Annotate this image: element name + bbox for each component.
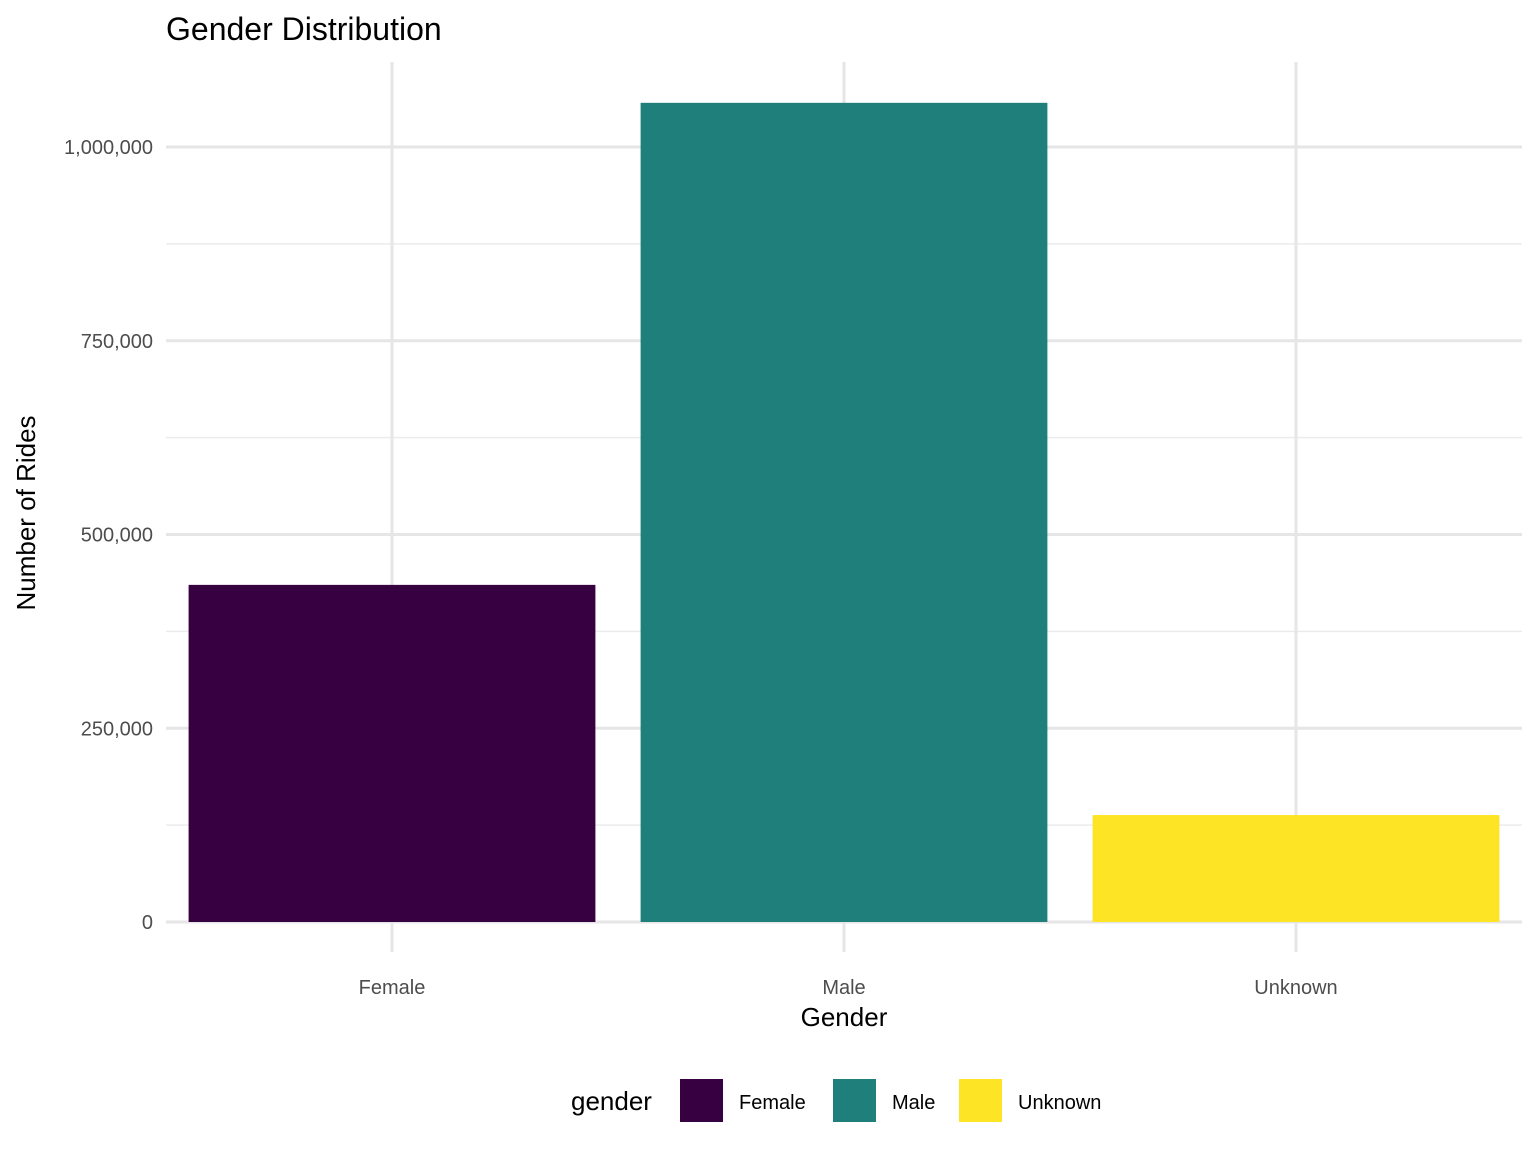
- legend-key-unknown: [959, 1079, 1002, 1122]
- y-tick-label: 0: [142, 912, 153, 934]
- y-tick-label: 750,000: [81, 331, 153, 353]
- x-axis-ticks: Female Male Unknown: [359, 977, 1338, 999]
- chart-title: Gender Distribution: [166, 11, 442, 47]
- bars: [188, 102, 1500, 922]
- x-tick-label: Male: [822, 977, 865, 999]
- legend-key-female: [680, 1079, 723, 1122]
- x-tick-label: Female: [359, 977, 426, 999]
- x-tick-label: Unknown: [1254, 977, 1337, 999]
- bar-unknown: [1092, 815, 1500, 922]
- bar-female: [188, 584, 596, 922]
- legend-title: gender: [571, 1086, 652, 1116]
- y-axis-label: Number of Rides: [11, 415, 41, 610]
- y-axis-ticks: 0 250,000 500,000 750,000 1,000,000: [64, 137, 153, 934]
- y-tick-label: 500,000: [81, 525, 153, 547]
- legend-key-male: [833, 1079, 876, 1122]
- legend-label: Unknown: [1018, 1092, 1101, 1114]
- legend-label: Male: [892, 1092, 935, 1114]
- y-tick-label: 250,000: [81, 718, 153, 740]
- y-tick-label: 1,000,000: [64, 137, 153, 159]
- legend: gender Female Male Unknown: [571, 1079, 1101, 1122]
- x-axis-label: Gender: [801, 1002, 888, 1032]
- bar-male: [640, 102, 1048, 922]
- legend-label: Female: [739, 1092, 806, 1114]
